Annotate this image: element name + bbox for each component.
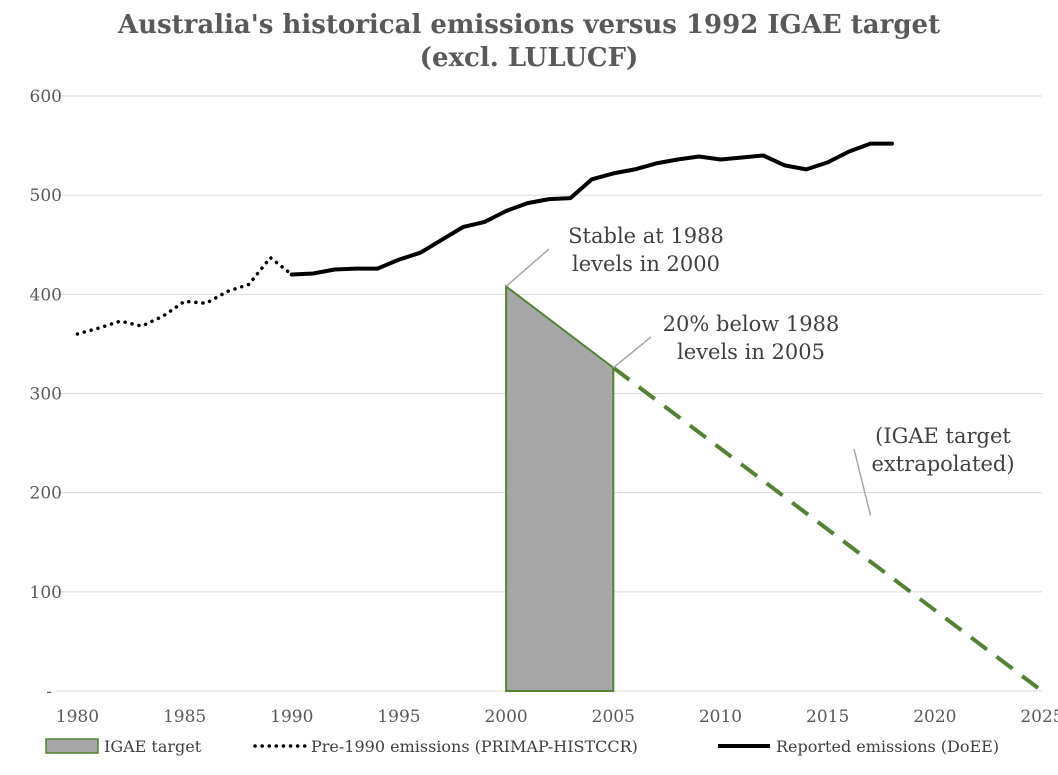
legend-label-reported: Reported emissions (DoEE) [776, 737, 999, 756]
annotation-leader-1 [505, 248, 550, 287]
x-tick-label-2000: 2000 [484, 707, 527, 727]
x-tick-label-1980: 1980 [56, 707, 99, 727]
series-reported-emissions-doee-line [289, 141, 894, 277]
legend: IGAE target Pre-1990 emissions (PRIMAP-HI… [45, 737, 999, 756]
legend-label-igae-target: IGAE target [104, 737, 202, 756]
x-axis-ticks: 1980 1985 1990 1995 2000 2005 2010 2015 2020 2025 [56, 707, 1058, 727]
chart-title-line-1: Australia's historical emissions versus … [117, 10, 940, 40]
annotation-leader-2 [612, 336, 652, 369]
legend-swatch-igae-target [45, 738, 99, 754]
y-axis-ticks: 600 500 400 300 200 100 - [30, 87, 62, 702]
series-layer [75, 141, 1044, 693]
y-tick-label-600: 600 [30, 87, 62, 107]
annotations-layer: Stable at 1988 levels in 2000 20% below 19… [505, 224, 1015, 516]
annotation-3-line-2: extrapolated) [871, 452, 1014, 476]
series-igae-target-area [505, 284, 615, 692]
annotation-2-line-1: 20% below 1988 [663, 312, 840, 336]
y-tick-label-400: 400 [30, 285, 62, 305]
annotation-leader-3 [853, 448, 872, 516]
legend-label-pre-1990: Pre-1990 emissions (PRIMAP-HISTCCR) [311, 737, 638, 756]
chart-title-line-2: (excl. LULUCF) [420, 43, 639, 73]
y-tick-label-500: 500 [30, 186, 62, 206]
x-tick-label-2015: 2015 [806, 707, 849, 727]
y-tick-label-100: 100 [30, 583, 62, 603]
annotation-3-line-1: (IGAE target [875, 424, 1011, 448]
x-tick-label-1995: 1995 [377, 707, 420, 727]
y-tick-label-200: 200 [30, 484, 62, 504]
y-tick-label-300: 300 [30, 385, 62, 405]
y-tick-label-zero: - [46, 682, 52, 702]
series-igae-target-extrapolated-line [612, 366, 1044, 693]
x-tick-label-1985: 1985 [163, 707, 206, 727]
annotation-1-line-1: Stable at 1988 [568, 224, 724, 248]
x-tick-label-1990: 1990 [270, 707, 313, 727]
x-tick-label-2025: 2025 [1020, 707, 1058, 727]
annotation-2-line-2: levels in 2005 [677, 340, 825, 364]
x-tick-label-2005: 2005 [592, 707, 635, 727]
x-tick-label-2020: 2020 [913, 707, 956, 727]
x-tick-label-2010: 2010 [699, 707, 742, 727]
annotation-1-line-2: levels in 2000 [572, 252, 720, 276]
series-pre-1990-emissions-primap-histccr-line [75, 255, 294, 336]
